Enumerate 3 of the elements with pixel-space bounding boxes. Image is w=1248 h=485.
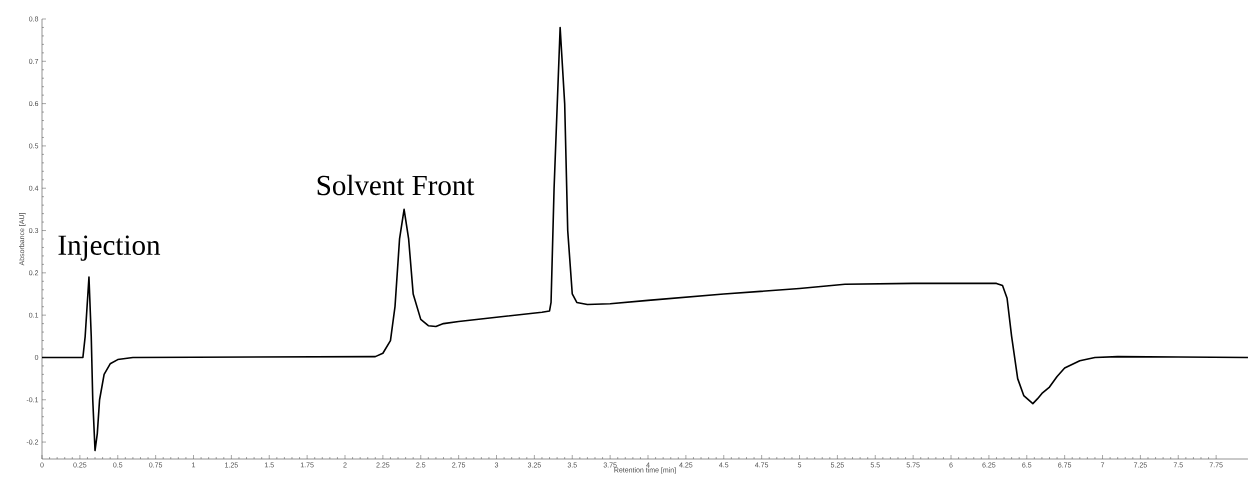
- annotation: Solvent Front: [317, 174, 475, 196]
- annotation: Injection: [58, 235, 161, 261]
- line-series: [41, 26, 1248, 452]
